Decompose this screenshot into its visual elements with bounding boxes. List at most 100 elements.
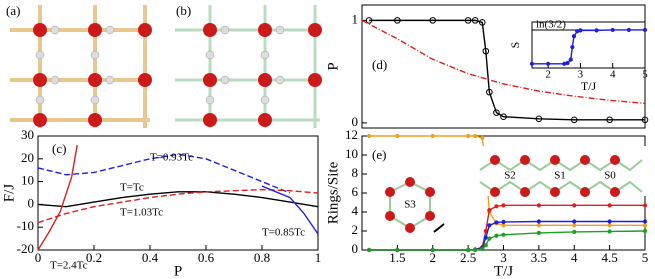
x-tick-label: 3 bbox=[578, 69, 584, 81]
data-point bbox=[546, 61, 551, 66]
panel-label: (d) bbox=[372, 57, 387, 72]
data-point bbox=[536, 230, 541, 235]
y-axis-label: F/J bbox=[1, 184, 17, 203]
series-line bbox=[37, 153, 291, 194]
y-tick-label: 6 bbox=[352, 184, 359, 199]
y-tick-label: 1 bbox=[352, 11, 359, 26]
data-point bbox=[641, 116, 649, 124]
data-point bbox=[473, 247, 478, 253]
series-label: S3 bbox=[404, 199, 416, 211]
data-point bbox=[395, 247, 400, 253]
lattice-image-a bbox=[0, 0, 160, 130]
x-tick-label: 5 bbox=[642, 250, 649, 265]
y-tick-label: 0 bbox=[352, 241, 359, 256]
data-point bbox=[578, 28, 583, 33]
x-tick-label: 0.2 bbox=[86, 250, 102, 265]
x-tick-label: 0 bbox=[35, 250, 42, 265]
data-point bbox=[607, 219, 612, 224]
x-tick-label: 4.5 bbox=[602, 250, 618, 265]
data-point bbox=[487, 236, 492, 241]
y-tick-label: 10 bbox=[345, 146, 358, 161]
data-point bbox=[562, 61, 567, 66]
data-point bbox=[471, 17, 479, 24]
data-point bbox=[494, 204, 499, 209]
series-label: S2 bbox=[504, 170, 516, 182]
data-point bbox=[466, 133, 471, 139]
x-axis-label: T/J bbox=[494, 263, 513, 279]
x-axis-label: T/J bbox=[581, 79, 597, 93]
data-point bbox=[480, 246, 485, 252]
data-point bbox=[466, 247, 471, 253]
y-tick-label: -10 bbox=[17, 218, 34, 233]
data-point bbox=[366, 247, 372, 253]
reference-label: ln(3/2) bbox=[536, 18, 566, 30]
data-point bbox=[366, 133, 372, 139]
x-axis-label: P bbox=[174, 263, 182, 279]
y-tick-label: 4 bbox=[352, 203, 359, 218]
series-line bbox=[369, 230, 646, 251]
data-point bbox=[642, 228, 648, 234]
x-tick-label: 3.5 bbox=[531, 250, 547, 265]
data-point bbox=[478, 19, 486, 26]
series-line bbox=[369, 19, 645, 121]
x-tick-label: 4 bbox=[610, 69, 616, 81]
data-point bbox=[494, 220, 499, 225]
series-line bbox=[37, 144, 78, 251]
series-label: S0 bbox=[604, 170, 616, 182]
data-point bbox=[570, 44, 575, 50]
series-line bbox=[361, 19, 646, 105]
data-point bbox=[529, 61, 535, 66]
x-tick-label: 4 bbox=[571, 250, 578, 265]
data-point bbox=[535, 115, 543, 123]
y-axis-label: Rings/Site bbox=[325, 161, 341, 224]
data-point bbox=[642, 203, 648, 208]
data-point bbox=[642, 219, 648, 224]
x-tick-label: 2 bbox=[545, 69, 551, 81]
data-point bbox=[430, 247, 435, 253]
data-point bbox=[500, 113, 507, 121]
y-tick-label: 8 bbox=[352, 165, 359, 180]
data-point bbox=[501, 203, 506, 208]
data-point bbox=[487, 223, 492, 228]
x-tick-label: 5 bbox=[642, 69, 648, 81]
series-label: T=Tc bbox=[120, 182, 144, 194]
data-point bbox=[536, 219, 541, 224]
data-point bbox=[572, 219, 577, 224]
y-tick-label: 20 bbox=[21, 150, 34, 165]
y-axis-label: S bbox=[508, 42, 522, 49]
y-tick-label: 0 bbox=[352, 114, 359, 129]
data-point bbox=[486, 88, 493, 96]
y-tick-label: 30 bbox=[21, 127, 34, 142]
data-point bbox=[480, 135, 485, 140]
data-point bbox=[483, 235, 488, 240]
data-point bbox=[536, 223, 541, 228]
data-point bbox=[482, 47, 490, 55]
x-tick-label: 2.5 bbox=[460, 250, 476, 265]
data-point bbox=[501, 219, 506, 225]
data-point bbox=[572, 223, 577, 228]
data-point bbox=[607, 203, 612, 208]
y-tick-label: 2 bbox=[352, 222, 359, 237]
data-point bbox=[607, 223, 612, 228]
data-point bbox=[473, 133, 478, 139]
data-point bbox=[607, 229, 612, 234]
data-point bbox=[395, 133, 400, 139]
x-tick-label: 1 bbox=[315, 250, 322, 265]
data-point bbox=[610, 27, 615, 33]
x-tick-label: 0.8 bbox=[254, 250, 270, 265]
x-tick-label: 2 bbox=[430, 250, 437, 265]
y-tick-label: 0 bbox=[28, 195, 35, 210]
data-point bbox=[365, 17, 373, 24]
y-tick-label: 10 bbox=[21, 173, 34, 188]
x-tick-label: 0.6 bbox=[198, 250, 215, 265]
data-point bbox=[626, 27, 631, 33]
data-point bbox=[429, 17, 437, 24]
data-point bbox=[487, 208, 492, 213]
image-label: (b) bbox=[176, 3, 191, 18]
series-label: T=0.85Tc bbox=[262, 227, 305, 239]
series-label: T=0.93Tc bbox=[150, 152, 193, 164]
data-point bbox=[575, 29, 580, 34]
data-point bbox=[483, 243, 488, 248]
x-tick-label: 1.5 bbox=[389, 250, 405, 265]
